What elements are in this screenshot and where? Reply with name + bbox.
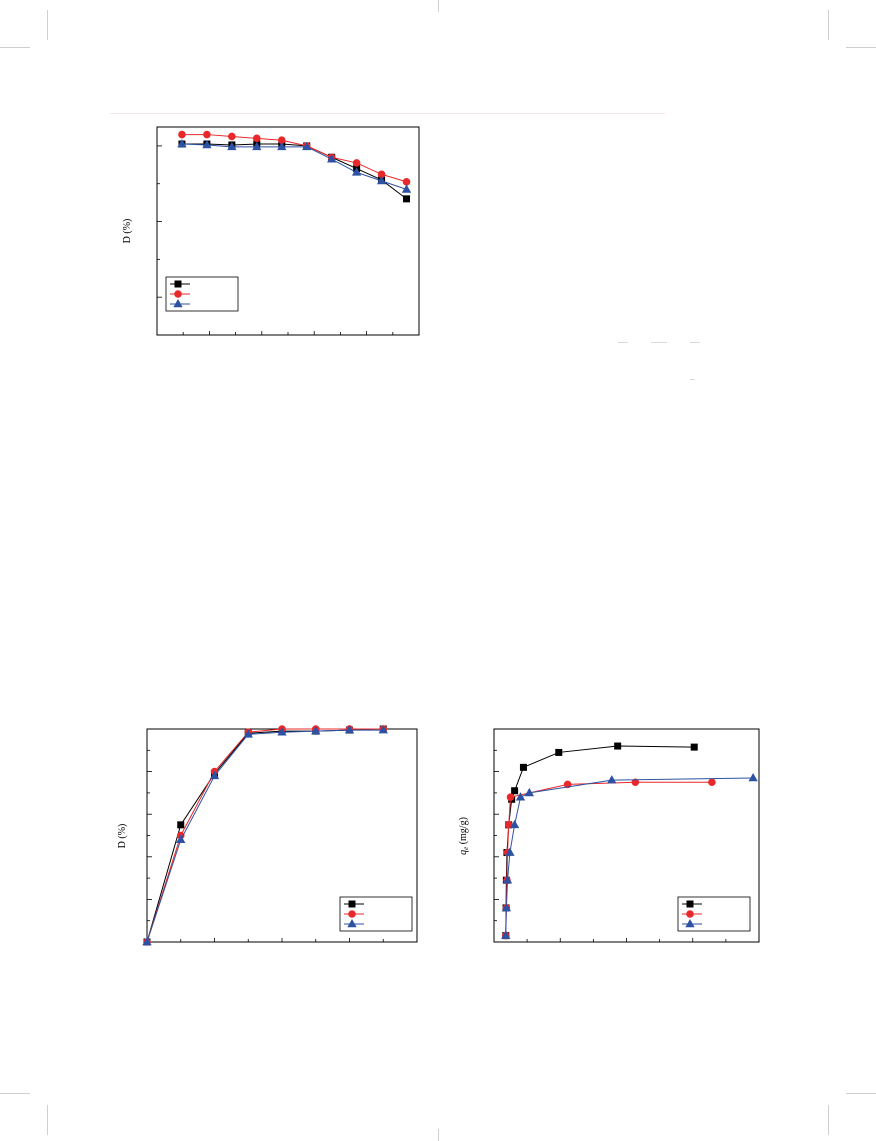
data-point-circle	[708, 778, 716, 787]
data-point-square	[519, 763, 527, 771]
chart-top: D (%)	[122, 126, 420, 336]
data-point-square	[174, 280, 182, 288]
data-point-circle	[686, 910, 694, 918]
legend	[165, 276, 239, 312]
data-point-triangle	[748, 772, 758, 782]
data-point-triangle	[177, 138, 187, 148]
data-point-triangle	[344, 725, 355, 734]
data-point-triangle	[142, 936, 152, 946]
chart-bottom-left: D (%)	[117, 725, 418, 946]
data-point-circle	[253, 134, 261, 143]
data-point-circle	[203, 130, 211, 139]
data-point-square	[177, 821, 185, 829]
data-point-triangle	[509, 819, 520, 829]
data-point-circle	[631, 778, 640, 787]
data-point-triangle	[515, 792, 526, 801]
crop-mark-top-center	[438, 0, 439, 12]
y-axis-label: D (%)	[117, 824, 128, 849]
data-marks	[142, 725, 388, 946]
series-line	[505, 745, 695, 936]
data-point-triangle	[376, 175, 387, 185]
data-point-circle	[402, 178, 411, 186]
data-point-triangle	[401, 184, 412, 193]
data-point-square	[555, 748, 563, 756]
data-point-square	[614, 742, 622, 750]
data-point-triangle	[351, 167, 362, 176]
data-point-square	[403, 195, 411, 203]
y-axis-label: D (%)	[122, 219, 133, 244]
data-point-circle	[174, 290, 182, 298]
running-head-rule	[110, 113, 665, 114]
axis-ticks	[493, 728, 760, 943]
data-point-circle	[352, 159, 361, 167]
data-point-square	[348, 900, 356, 908]
crop-mark-top-left	[0, 47, 30, 48]
data-point-circle	[506, 793, 515, 801]
data-point-triangle	[311, 726, 321, 735]
data-marks	[501, 742, 758, 940]
data-point-triangle	[327, 154, 337, 163]
crop-mark-bottom-left-v	[47, 1105, 48, 1135]
data-point-circle	[563, 780, 572, 789]
data-point-triangle	[277, 727, 287, 736]
data-point-square	[686, 900, 694, 908]
data-point-triangle	[607, 775, 617, 784]
data-point-triangle	[243, 729, 253, 738]
legend	[339, 896, 413, 932]
series-line	[181, 143, 407, 190]
speck	[618, 342, 628, 343]
series-line	[146, 729, 384, 943]
axis-ticks	[146, 728, 418, 943]
speck	[651, 342, 667, 343]
data-point-triangle	[252, 141, 262, 151]
crop-mark-top-right	[846, 47, 876, 48]
data-point-circle	[348, 910, 356, 918]
data-point-circle	[178, 130, 186, 139]
crop-mark-bottom-right-v	[828, 1105, 829, 1135]
axis-ticks	[156, 126, 420, 336]
data-marks	[177, 130, 412, 203]
data-point-triangle	[173, 298, 183, 308]
data-point-circle	[228, 132, 236, 141]
data-point-square	[690, 743, 698, 751]
crop-mark-bottom-right	[846, 1093, 876, 1094]
crop-mark-bottom-center	[438, 1129, 439, 1141]
y-axis-label: qe (mg/g)	[458, 817, 470, 855]
data-point-triangle	[202, 139, 212, 149]
data-point-triangle	[501, 930, 511, 939]
data-point-triangle	[505, 847, 515, 856]
data-point-triangle	[502, 875, 513, 884]
series-line	[181, 134, 407, 183]
crop-mark-bottom-left	[0, 1093, 30, 1094]
speck	[690, 379, 695, 380]
data-point-triangle	[685, 918, 695, 928]
data-point-square	[511, 787, 519, 795]
data-point-triangle	[176, 834, 186, 844]
series-line	[146, 728, 384, 943]
crop-mark-top-right-v	[828, 10, 829, 40]
chart-bottom-right: qe (mg/g)	[458, 728, 760, 943]
data-point-triangle	[302, 141, 312, 151]
speck	[690, 342, 700, 343]
data-point-triangle	[277, 141, 287, 151]
data-point-triangle	[524, 787, 534, 797]
data-point-triangle	[227, 141, 237, 151]
data-point-triangle	[378, 725, 388, 734]
series-line	[181, 143, 407, 200]
crop-mark-top-left-v	[47, 10, 48, 40]
data-point-triangle	[501, 902, 512, 912]
data-point-triangle	[209, 770, 220, 780]
data-point-triangle	[347, 918, 357, 928]
legend	[677, 896, 751, 932]
